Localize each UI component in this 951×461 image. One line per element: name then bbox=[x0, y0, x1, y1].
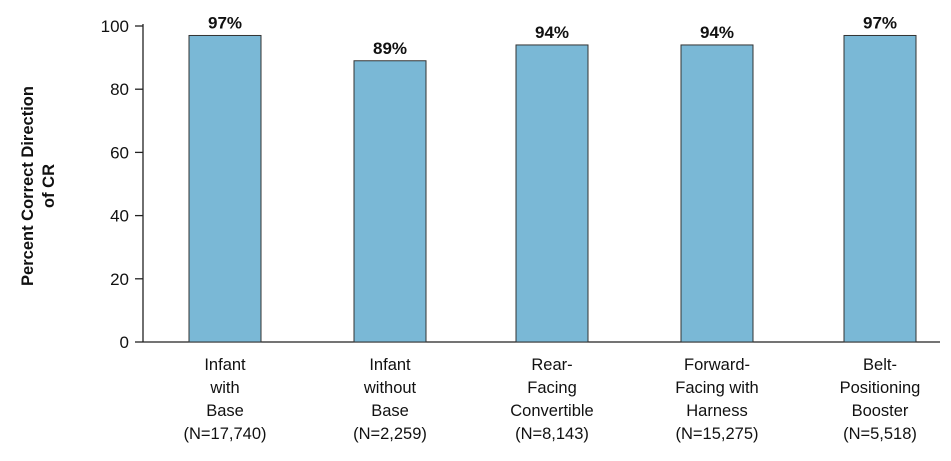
x-tick-label: Infant bbox=[204, 356, 246, 374]
bar bbox=[188, 34, 262, 343]
y-axis-title: Percent Correct Direction of CR bbox=[19, 86, 58, 286]
x-tick-label: Rear- bbox=[531, 356, 572, 374]
y-tick-label: 40 bbox=[110, 207, 129, 226]
x-tick-label: (N=17,740) bbox=[183, 425, 266, 443]
x-tick-label: (N=8,143) bbox=[515, 425, 589, 443]
bar bbox=[353, 60, 427, 343]
x-tick-label: with bbox=[209, 379, 239, 397]
x-tick-label: Facing with bbox=[675, 379, 758, 397]
x-tick-label: Facing bbox=[527, 379, 577, 397]
x-tick-label: Booster bbox=[852, 402, 909, 420]
x-tick-label: without bbox=[363, 379, 417, 397]
bar bbox=[515, 44, 589, 343]
x-tick-label: Infant bbox=[369, 356, 411, 374]
x-tick-label: Harness bbox=[686, 402, 747, 420]
data-labels: 97% 89% 94% 94% 97% bbox=[208, 13, 897, 57]
bars bbox=[188, 34, 917, 343]
data-label: 97% bbox=[863, 13, 897, 32]
x-tick-label: (N=5,518) bbox=[843, 425, 917, 443]
x-tick-label: (N=2,259) bbox=[353, 425, 427, 443]
y-tick-label: 100 bbox=[101, 17, 129, 36]
bar bbox=[843, 34, 917, 343]
x-tick-label: Convertible bbox=[510, 402, 593, 420]
axes: 0 20 40 60 80 100 bbox=[101, 17, 940, 352]
x-tick-label: Positioning bbox=[840, 379, 921, 397]
y-tick-label: 80 bbox=[110, 80, 129, 99]
bar bbox=[680, 44, 754, 343]
x-tick-label: Base bbox=[371, 402, 409, 420]
category-labels: Infant with Base (N=17,740) Infant without Bas… bbox=[183, 356, 920, 443]
x-tick-label: Belt- bbox=[863, 356, 897, 374]
x-tick-label: (N=15,275) bbox=[675, 425, 758, 443]
data-label: 94% bbox=[535, 23, 569, 42]
y-axis-title-line-2: of CR bbox=[40, 164, 58, 208]
x-tick-label: Forward- bbox=[684, 356, 750, 374]
y-axis-title-line-1: Percent Correct Direction bbox=[19, 86, 37, 286]
data-label: 89% bbox=[373, 39, 407, 58]
x-tick-label: Base bbox=[206, 402, 244, 420]
y-tick-label: 0 bbox=[120, 333, 129, 352]
data-label: 94% bbox=[700, 23, 734, 42]
y-tick-label: 60 bbox=[110, 143, 129, 162]
data-label: 97% bbox=[208, 13, 242, 32]
y-tick-label: 20 bbox=[110, 270, 129, 289]
